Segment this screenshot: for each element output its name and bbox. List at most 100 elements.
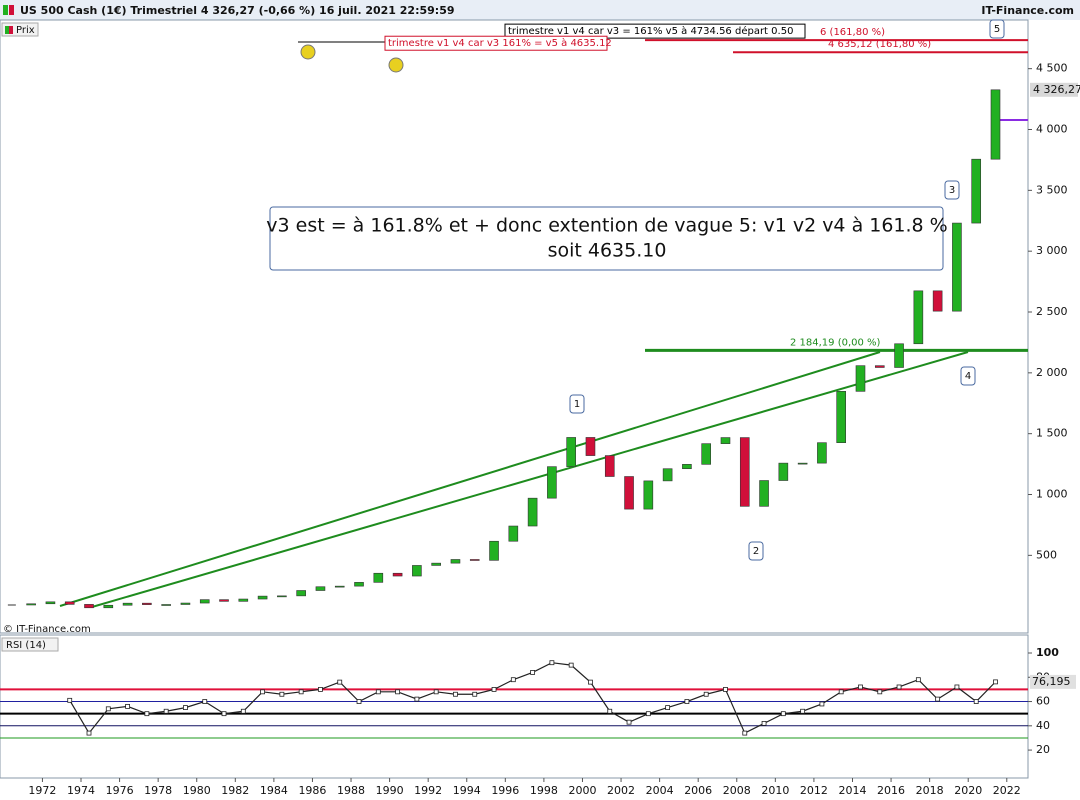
y-tick-label: 4 000 xyxy=(1036,123,1068,136)
rsi-marker xyxy=(896,684,902,690)
rsi-panel xyxy=(0,634,1029,779)
rsi-marker xyxy=(568,662,574,668)
candle xyxy=(161,604,171,606)
alert-icon[interactable] xyxy=(388,57,404,73)
legend-icon xyxy=(5,26,9,34)
x-tick-label: 1988 xyxy=(337,784,365,797)
last-price-box xyxy=(1030,82,1078,97)
candle xyxy=(103,604,114,609)
x-tick-label: 2020 xyxy=(954,784,982,797)
rsi-marker xyxy=(221,711,227,717)
candle xyxy=(894,343,904,368)
rsi-marker xyxy=(780,711,786,717)
candle xyxy=(334,585,345,588)
rsi-marker xyxy=(183,705,188,711)
rsi-marker xyxy=(742,730,748,736)
rsi-marker xyxy=(472,691,478,697)
rsi-marker xyxy=(67,697,73,703)
rsi-marker xyxy=(433,689,439,695)
header-icon xyxy=(9,5,14,15)
x-tick-label: 1974 xyxy=(67,784,95,797)
candle xyxy=(84,604,94,609)
rsi-marker xyxy=(240,708,246,714)
candle xyxy=(836,391,847,443)
wave-box xyxy=(569,394,585,414)
rsi-marker xyxy=(356,699,362,704)
level-right-label: 6 (161,80 %) xyxy=(820,27,885,38)
annotation-box xyxy=(269,206,944,271)
y-tick-label: 3 000 xyxy=(1036,244,1068,257)
rsi-marker xyxy=(125,703,130,709)
rsi-marker xyxy=(260,689,265,695)
candle xyxy=(971,158,982,224)
rsi-marker xyxy=(491,687,497,692)
x-tick-label: 1982 xyxy=(221,784,249,797)
x-tick-label: 2014 xyxy=(838,784,866,797)
rsi-marker xyxy=(800,708,806,714)
rsi-title: RSI (14) xyxy=(6,640,46,651)
candle xyxy=(759,480,769,507)
x-tick-label: 2016 xyxy=(877,784,905,797)
candle xyxy=(45,601,56,605)
x-tick-label: 2010 xyxy=(761,784,789,797)
rsi-marker xyxy=(915,677,921,683)
x-tick-label: 1980 xyxy=(183,784,211,797)
x-tick-label: 1986 xyxy=(298,784,326,797)
x-tick-label: 1978 xyxy=(144,784,172,797)
wave-label: 1 xyxy=(574,399,580,410)
y-tick-label: 60 xyxy=(1036,695,1050,708)
wave-label: 5 xyxy=(994,24,1000,35)
candle xyxy=(662,468,673,482)
rsi-marker xyxy=(395,689,400,695)
wave-box xyxy=(944,180,960,200)
rsi-marker xyxy=(858,684,863,690)
candle xyxy=(585,437,596,456)
rsi-marker xyxy=(279,691,285,697)
x-tick-label: 2006 xyxy=(684,784,712,797)
trend-line xyxy=(91,351,969,608)
rsi-marker xyxy=(665,705,671,711)
legend-icon xyxy=(9,26,13,34)
wave-label: 4 xyxy=(965,371,971,382)
candle xyxy=(797,462,808,465)
x-tick-label: 1994 xyxy=(453,784,481,797)
candle xyxy=(219,599,229,602)
candle xyxy=(913,290,924,345)
rsi-marker xyxy=(723,687,728,692)
x-tick-label: 2000 xyxy=(568,784,596,797)
candle xyxy=(739,437,750,507)
candle xyxy=(566,437,576,467)
x-tick-label: 1998 xyxy=(530,784,558,797)
y-tick-label: 1 500 xyxy=(1036,427,1068,440)
candle xyxy=(257,595,268,600)
rsi-marker xyxy=(318,687,323,692)
y-tick-label: 2 000 xyxy=(1036,366,1068,379)
rsi-marker xyxy=(973,699,979,704)
x-tick-label: 1972 xyxy=(28,784,56,797)
copyright: © IT-Finance.com xyxy=(3,624,91,635)
candle xyxy=(720,437,731,444)
annotation-text: v3 est = à 161.8% et + donc extention de… xyxy=(266,215,947,237)
candle xyxy=(624,476,634,510)
x-tick-label: 2012 xyxy=(800,784,828,797)
x-tick-label: 1984 xyxy=(260,784,288,797)
rsi-marker xyxy=(954,684,960,690)
level-label-box xyxy=(384,35,608,51)
y-tick-label: 3 500 xyxy=(1036,183,1068,196)
candle xyxy=(450,559,461,564)
rsi-marker xyxy=(993,679,998,685)
level-label: trimestre v1 v4 car v3 = 161% v5 à 4734.… xyxy=(508,25,793,37)
x-tick-label: 1996 xyxy=(491,784,519,797)
wave-box xyxy=(960,366,976,386)
trend-line xyxy=(59,351,881,607)
rsi-marker xyxy=(298,689,304,695)
alert-icon[interactable] xyxy=(300,44,316,60)
x-tick-label: 2002 xyxy=(607,784,635,797)
brand[interactable]: IT-Finance.com xyxy=(981,4,1074,17)
header-bar xyxy=(0,0,1080,20)
rsi-marker xyxy=(645,711,651,717)
rsi-marker xyxy=(375,689,381,695)
candle xyxy=(412,565,422,577)
